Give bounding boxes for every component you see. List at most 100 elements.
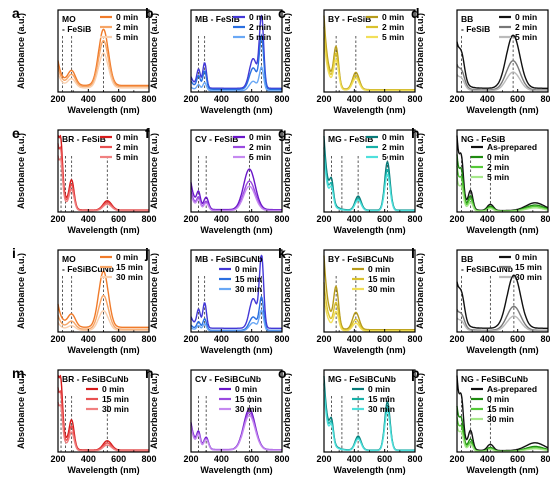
legend-label: 15 min bbox=[116, 262, 143, 272]
x-tick-label: 200 bbox=[183, 334, 198, 344]
x-axis-label: Wavelength (nm) bbox=[200, 345, 272, 355]
legend-label: 0 min bbox=[487, 394, 509, 404]
x-axis-label: Wavelength (nm) bbox=[67, 225, 139, 235]
y-axis-label: Absorbance (a.u.) bbox=[149, 373, 159, 449]
x-tick-label: 600 bbox=[510, 214, 525, 224]
legend-label: 0 min bbox=[368, 264, 390, 274]
x-tick-label: 600 bbox=[377, 214, 392, 224]
panel-title: CV - FeSiBCuNb bbox=[195, 374, 261, 384]
x-tick-label: 600 bbox=[377, 334, 392, 344]
x-tick-label: 600 bbox=[244, 94, 259, 104]
panel-title: BB bbox=[461, 14, 473, 24]
legend-label: 15 min bbox=[235, 274, 262, 284]
series-line bbox=[57, 28, 149, 87]
x-tick-label: 800 bbox=[274, 214, 289, 224]
legend-label: 5 min bbox=[116, 152, 138, 162]
y-axis-label: Absorbance (a.u.) bbox=[415, 13, 425, 89]
legend-label: 0 min bbox=[249, 12, 271, 22]
x-tick-label: 800 bbox=[141, 214, 156, 224]
x-tick-label: 600 bbox=[111, 214, 126, 224]
x-tick-label: 800 bbox=[540, 94, 550, 104]
legend-label: 0 min bbox=[382, 132, 404, 142]
panel-title: MB - FeSiBCuNb bbox=[195, 254, 263, 264]
legend-label: 15 min bbox=[487, 404, 514, 414]
legend-label: 30 min bbox=[515, 272, 542, 282]
x-tick-label: 400 bbox=[480, 214, 495, 224]
x-tick-label: 400 bbox=[214, 334, 229, 344]
legend-label: 0 min bbox=[116, 252, 138, 262]
series-line bbox=[190, 254, 282, 329]
y-axis-label: Absorbance (a.u.) bbox=[415, 373, 425, 449]
series-line bbox=[323, 255, 415, 331]
panel-title: BY - FeSiBCuNb bbox=[328, 254, 394, 264]
y-axis-label: Absorbance (a.u.) bbox=[149, 13, 159, 89]
x-axis-label: Wavelength (nm) bbox=[200, 225, 272, 235]
panel-letter: p bbox=[411, 365, 420, 381]
panel-letter: k bbox=[278, 245, 286, 261]
series-line bbox=[57, 270, 149, 328]
legend-label: 2 min bbox=[515, 22, 537, 32]
series-line bbox=[456, 34, 548, 89]
y-axis-label: Absorbance (a.u.) bbox=[282, 133, 292, 209]
panel-letter: a bbox=[12, 5, 20, 21]
x-tick-label: 400 bbox=[347, 214, 362, 224]
x-tick-label: 200 bbox=[50, 454, 65, 464]
panel-letter: i bbox=[12, 245, 16, 261]
x-axis-label: Wavelength (nm) bbox=[466, 465, 538, 475]
x-axis-label: Wavelength (nm) bbox=[67, 345, 139, 355]
legend-label: 30 min bbox=[368, 404, 395, 414]
panel-letter: e bbox=[12, 125, 20, 141]
series-line bbox=[456, 60, 548, 91]
y-axis-label: Absorbance (a.u.) bbox=[16, 133, 26, 209]
x-tick-label: 600 bbox=[244, 214, 259, 224]
panel-letter: d bbox=[411, 5, 420, 21]
x-tick-label: 400 bbox=[81, 94, 96, 104]
x-axis-label: Wavelength (nm) bbox=[333, 465, 405, 475]
y-axis-label: Absorbance (a.u.) bbox=[415, 133, 425, 209]
panel-title: NG - FeSiB bbox=[461, 134, 505, 144]
x-tick-label: 600 bbox=[377, 454, 392, 464]
legend-label: 2 min bbox=[487, 162, 509, 172]
y-axis-label: Absorbance (a.u.) bbox=[282, 13, 292, 89]
series-line bbox=[456, 274, 548, 329]
y-axis-label: Absorbance (a.u.) bbox=[16, 253, 26, 329]
panel-letter: h bbox=[411, 125, 420, 141]
x-tick-label: 800 bbox=[274, 454, 289, 464]
legend-label: 2 min bbox=[249, 142, 271, 152]
legend-label: As-prepared bbox=[487, 142, 537, 152]
legend-label: 30 min bbox=[235, 284, 262, 294]
legend-label: 30 min bbox=[102, 404, 129, 414]
legend-label: 0 min bbox=[515, 12, 537, 22]
panel-title: - FeSiBCuNb bbox=[62, 264, 114, 274]
series-line bbox=[190, 168, 282, 211]
x-tick-label: 800 bbox=[407, 334, 422, 344]
x-axis-label: Wavelength (nm) bbox=[200, 105, 272, 115]
panel-title: BB bbox=[461, 254, 473, 264]
x-axis-label: Wavelength (nm) bbox=[67, 105, 139, 115]
x-tick-label: 400 bbox=[347, 454, 362, 464]
x-tick-label: 600 bbox=[510, 454, 525, 464]
x-tick-label: 600 bbox=[111, 94, 126, 104]
x-tick-label: 800 bbox=[141, 94, 156, 104]
panel-letter: n bbox=[145, 365, 154, 381]
x-axis-label: Wavelength (nm) bbox=[466, 345, 538, 355]
x-tick-label: 600 bbox=[510, 334, 525, 344]
x-tick-label: 400 bbox=[347, 94, 362, 104]
x-tick-label: 800 bbox=[407, 94, 422, 104]
x-tick-label: 800 bbox=[274, 334, 289, 344]
y-axis-label: Absorbance (a.u.) bbox=[415, 253, 425, 329]
x-tick-label: 200 bbox=[316, 94, 331, 104]
legend-label: As-prepared bbox=[487, 384, 537, 394]
legend-label: 0 min bbox=[116, 132, 138, 142]
legend-label: 30 min bbox=[235, 404, 262, 414]
x-tick-label: 600 bbox=[377, 94, 392, 104]
x-tick-label: 800 bbox=[407, 214, 422, 224]
legend-label: 15 min bbox=[102, 394, 129, 404]
